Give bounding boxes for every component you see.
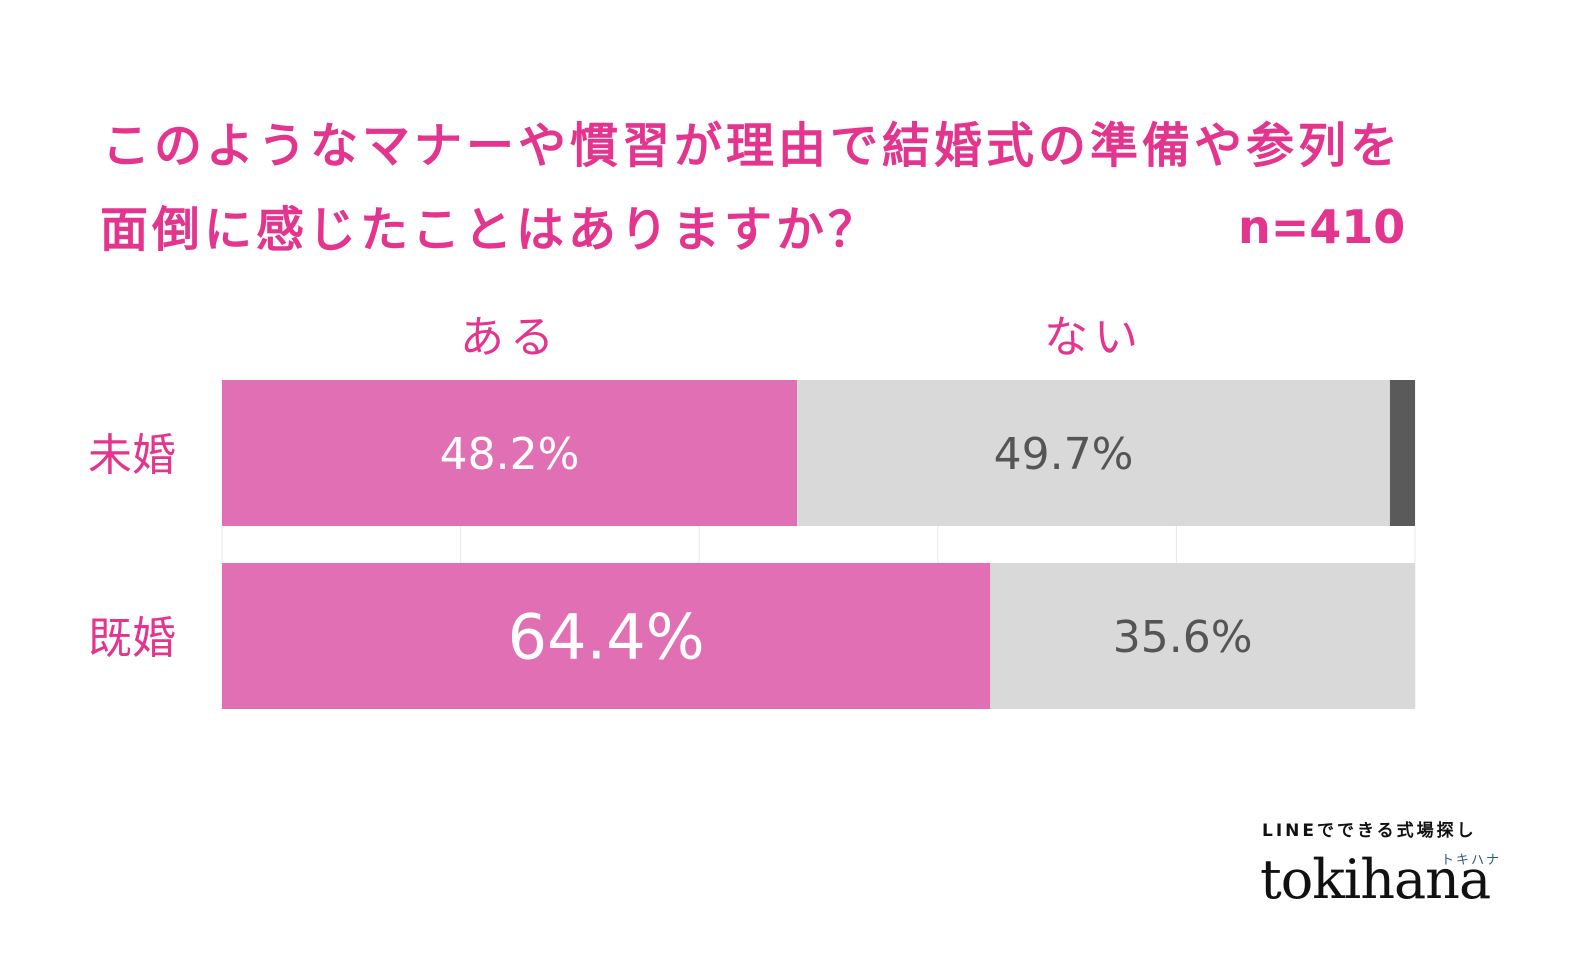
- bar-0-2: [1389, 380, 1415, 526]
- brand-kana: トキハナ: [1441, 853, 1502, 868]
- value-label-0-1: 49.7%: [994, 429, 1134, 480]
- bars: [222, 380, 1415, 709]
- bar-0-0: [222, 380, 798, 526]
- bar-1-0: [222, 563, 991, 709]
- category-label-0: 未婚: [88, 430, 176, 481]
- value-label-1-0: 64.4%: [508, 600, 705, 673]
- chart-title-line-2: 面倒に感じたことはありますか？: [100, 202, 881, 258]
- value-label-0-0: 48.2%: [440, 429, 580, 480]
- category-label-1: 既婚: [88, 613, 176, 664]
- chart-title-line-1: このようなマナーや慣習が理由で結婚式の準備や参列を: [102, 118, 1403, 174]
- value-labels: 48.2% 49.7% 64.4% 35.6%: [440, 429, 1253, 673]
- sample-size: n=410: [1238, 200, 1406, 254]
- value-label-1-1: 35.6%: [1113, 612, 1253, 663]
- brand-logo-text: tokihana: [1260, 848, 1491, 911]
- legend-label-1: ない: [1044, 312, 1144, 363]
- bar-0-1: [797, 380, 1390, 526]
- bar-1-1: [990, 563, 1415, 709]
- legend: ある ない: [460, 312, 1144, 363]
- legend-label-0: ある: [460, 312, 560, 363]
- brand-tagline: LINEでできる式場探し: [1262, 821, 1477, 841]
